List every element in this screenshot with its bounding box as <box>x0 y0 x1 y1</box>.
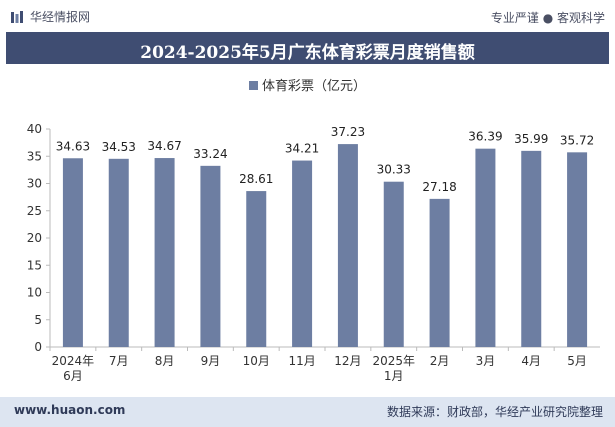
y-tick-label: 5 <box>34 313 42 327</box>
bar <box>246 191 267 347</box>
chart-title: 2024-2025年5月广东体育彩票月度销售额 <box>140 43 475 63</box>
x-tick-label: 2025年 1月 <box>372 354 415 383</box>
x-tick-label: 4月 <box>521 354 541 368</box>
y-tick-label: 30 <box>27 177 42 191</box>
bar <box>292 160 313 347</box>
data-label: 34.21 <box>285 142 319 156</box>
x-tick-label: 10月 <box>243 354 270 368</box>
footer: www.huaon.com 数据来源：财政部，华经产业研究院整理 <box>0 397 615 427</box>
x-tick-label: 9月 <box>201 354 221 368</box>
logo-icon <box>11 10 23 23</box>
bar <box>567 152 588 347</box>
bar <box>154 158 175 347</box>
x-tick-label: 2024年 6月 <box>52 354 95 383</box>
legend: 体育彩票（亿元） <box>0 75 615 94</box>
title-bar: 2024-2025年5月广东体育彩票月度销售额 <box>6 32 609 64</box>
bar <box>429 198 450 347</box>
x-tick-label: 11月 <box>288 354 315 368</box>
bar-chart: 0 5 10 15 20 25 30 35 40 34.63 2024年 6月 34.53 7月 34.6… <box>27 122 600 383</box>
top-bar: 华经情报网 专业严谨 ● 客观科学 <box>0 0 615 32</box>
data-label: 34.67 <box>147 139 181 153</box>
data-label: 28.61 <box>239 172 273 186</box>
data-label: 37.23 <box>331 125 365 139</box>
tagline: 专业严谨 ● 客观科学 <box>490 11 605 25</box>
x-tick-label: 3月 <box>476 354 496 368</box>
legend-swatch <box>248 81 258 90</box>
data-label: 27.18 <box>422 180 456 194</box>
y-tick-label: 10 <box>27 286 42 300</box>
bar <box>383 181 404 347</box>
data-label: 36.39 <box>468 130 502 144</box>
data-label: 34.53 <box>102 140 136 154</box>
bar <box>108 158 129 347</box>
x-tick-label: 7月 <box>109 354 129 368</box>
y-tick-label: 0 <box>34 340 42 354</box>
y-tick-label: 40 <box>27 122 42 136</box>
x-tick-label: 12月 <box>334 354 361 368</box>
bar <box>200 165 221 347</box>
data-label: 33.24 <box>193 147 227 161</box>
x-tick-label: 5月 <box>567 354 587 368</box>
x-tick-label: 2月 <box>430 354 450 368</box>
footer-url[interactable]: www.huaon.com <box>14 403 126 417</box>
data-label: 35.99 <box>514 132 548 146</box>
brand: 华经情报网 <box>10 8 90 25</box>
bar <box>521 150 542 347</box>
data-source: 数据来源：财政部，华经产业研究院整理 <box>386 405 603 419</box>
data-label: 35.72 <box>560 133 594 147</box>
legend-label: 体育彩票（亿元） <box>261 79 366 94</box>
y-tick-label: 25 <box>27 204 42 218</box>
y-tick-label: 20 <box>27 231 42 245</box>
x-tick-label: 8月 <box>155 354 175 368</box>
y-tick-label: 35 <box>27 149 42 163</box>
y-tick-label: 15 <box>27 258 42 272</box>
data-label: 34.63 <box>56 139 90 153</box>
bar <box>337 144 358 347</box>
data-label: 30.33 <box>377 163 411 177</box>
bar <box>475 148 496 347</box>
brand-name: 华经情报网 <box>30 10 91 24</box>
bar <box>62 158 83 347</box>
